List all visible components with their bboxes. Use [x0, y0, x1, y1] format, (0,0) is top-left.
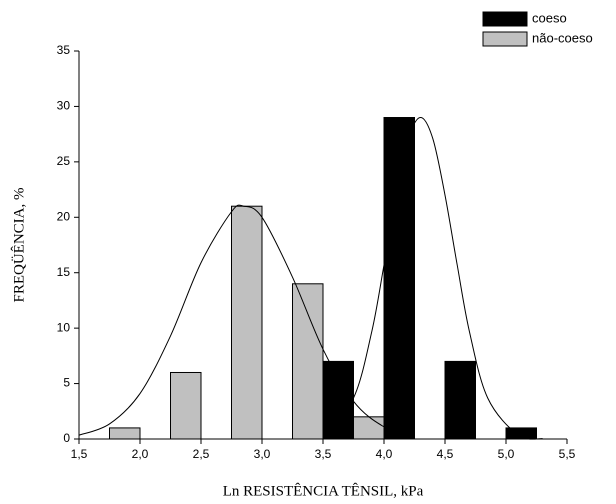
bar [292, 283, 324, 440]
x-tick-label: 2,0 [132, 447, 149, 461]
bar [353, 416, 385, 440]
x-tick-label: 5,5 [559, 447, 576, 461]
fit-curve [78, 204, 415, 438]
x-tick-label: 4,5 [437, 447, 454, 461]
bar [322, 360, 354, 440]
y-tick-label: 35 [57, 43, 71, 57]
bar [383, 117, 415, 440]
legend-swatch [482, 31, 528, 47]
legend-swatch [482, 11, 528, 27]
x-tick-label: 3,5 [315, 447, 332, 461]
x-axis-title: Ln RESISTÊNCIA TÊNSIL, kPa [223, 482, 424, 499]
bar [170, 371, 202, 440]
y-tick-label: 25 [57, 154, 71, 168]
x-tick-label: 1,5 [71, 447, 88, 461]
legend-label: coeso [532, 10, 567, 25]
x-tick-label: 2,5 [193, 447, 210, 461]
bar [444, 360, 476, 440]
bar [231, 205, 263, 440]
fit-curve [322, 117, 543, 440]
y-axis-title: FREQÜÊNCIA, % [10, 188, 27, 303]
x-tick-label: 3,0 [254, 447, 271, 461]
y-tick-label: 10 [57, 320, 71, 334]
x-tick-label: 5,0 [498, 447, 515, 461]
y-tick-label: 15 [57, 265, 71, 279]
y-tick-label: 30 [57, 99, 71, 113]
y-tick-label: 5 [63, 376, 70, 390]
y-tick-label: 0 [63, 431, 70, 445]
y-tick-label: 20 [57, 209, 71, 223]
legend-label: não-coeso [532, 30, 593, 45]
x-tick-label: 4,0 [376, 447, 393, 461]
bar [109, 427, 141, 440]
